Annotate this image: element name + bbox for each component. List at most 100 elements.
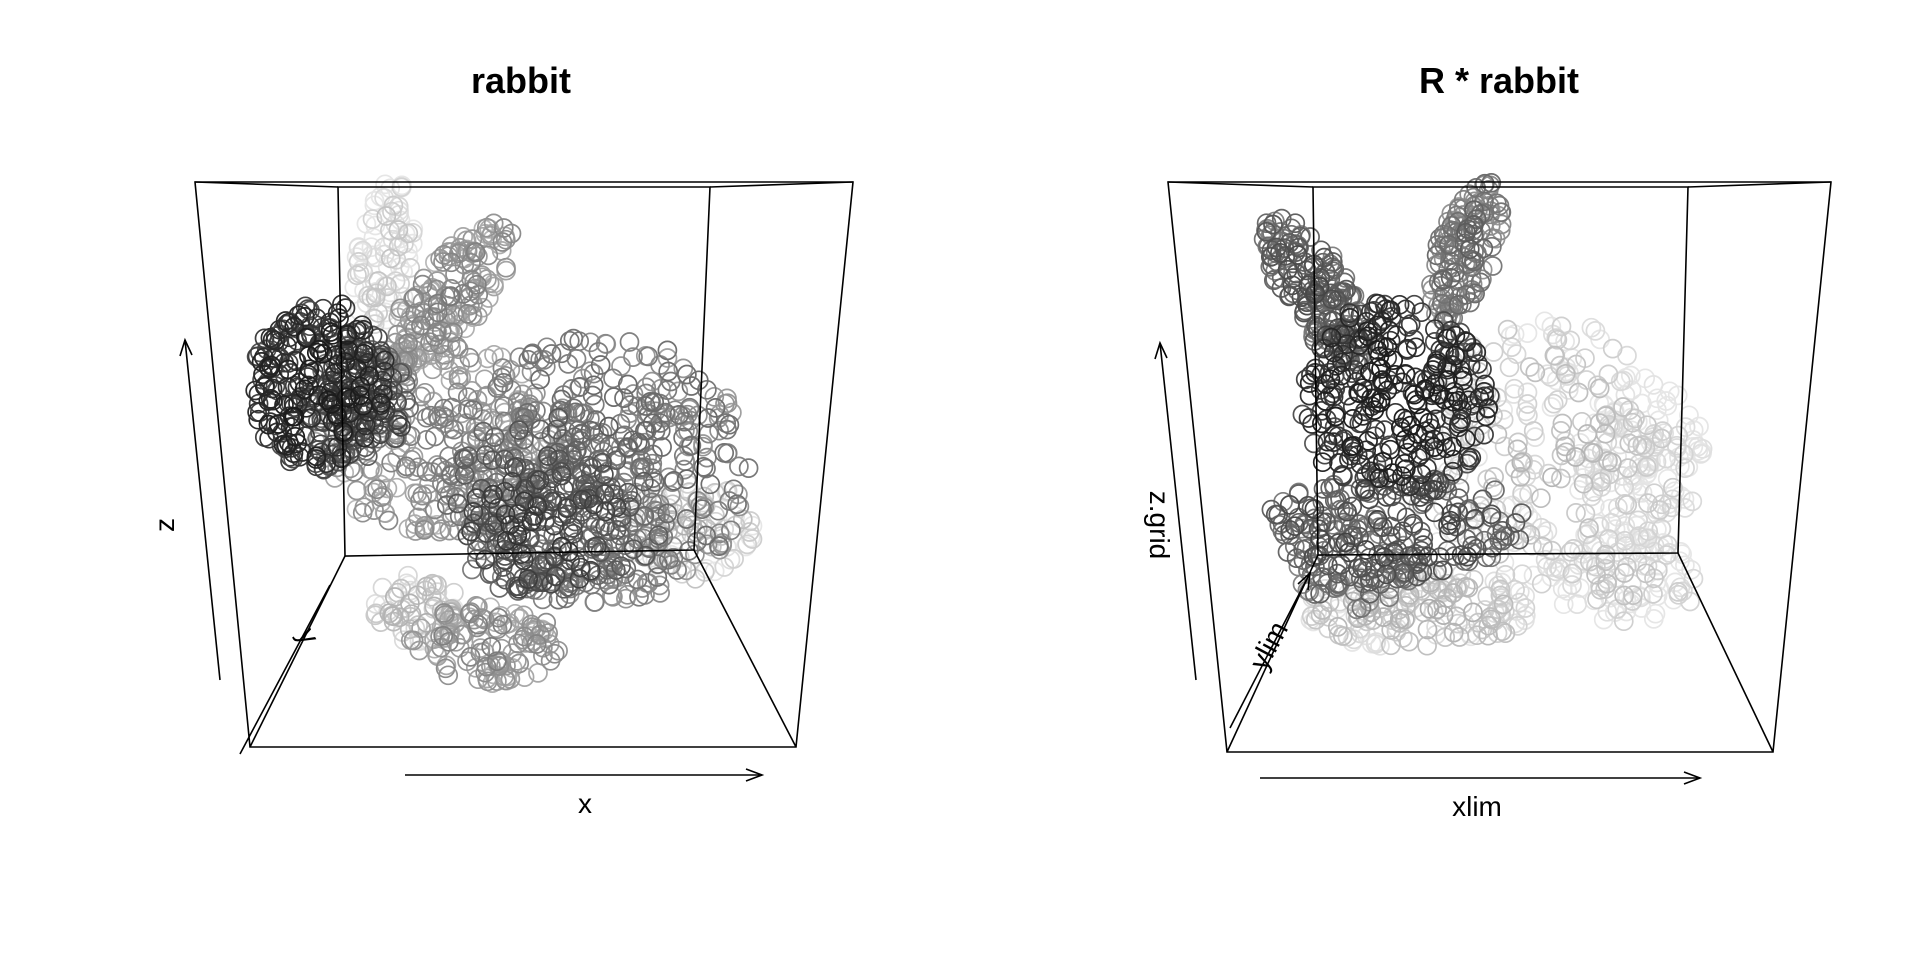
data-point [1417, 619, 1438, 640]
data-point [605, 560, 626, 580]
data-point [1596, 558, 1616, 579]
data-point [1356, 440, 1377, 461]
data-point [1399, 631, 1419, 652]
data-point [372, 370, 393, 391]
data-point [331, 448, 352, 469]
data-point [643, 468, 663, 488]
data-point [294, 379, 315, 400]
data-point [1613, 397, 1633, 417]
data-point [407, 348, 428, 368]
data-point [403, 630, 424, 651]
data-point [623, 384, 644, 404]
data-point [475, 445, 496, 465]
data-point [1285, 516, 1305, 537]
data-point [1427, 235, 1448, 255]
data-point [416, 612, 437, 633]
data-point [526, 634, 547, 654]
data-point [404, 319, 425, 340]
data-point [595, 516, 615, 537]
data-point [1413, 492, 1434, 512]
data-point [1599, 415, 1619, 435]
data-point [1597, 601, 1618, 622]
data-point [348, 252, 369, 272]
data-point [530, 624, 550, 645]
data-point [678, 421, 699, 441]
data-point [705, 398, 726, 418]
points-group [245, 174, 763, 693]
data-point [1560, 330, 1581, 351]
data-point [1551, 445, 1572, 466]
data-point [569, 568, 590, 589]
data-point [1483, 342, 1504, 362]
data-point [544, 546, 565, 567]
data-point [1439, 522, 1459, 543]
data-point [316, 453, 337, 474]
data-point [1372, 442, 1392, 463]
data-point [1445, 325, 1466, 346]
data-point [338, 340, 358, 361]
data-point [1464, 251, 1485, 272]
data-point [1439, 235, 1459, 255]
data-point [1374, 547, 1395, 567]
data-point [1581, 317, 1602, 338]
data-point [603, 387, 624, 407]
data-point [1448, 294, 1469, 315]
data-point [698, 408, 718, 428]
panel-r-rabbit: R * rabbit xlim ylim z.grid [1144, 60, 1832, 822]
data-point [424, 426, 445, 447]
data-point [1277, 259, 1298, 280]
data-point [1463, 602, 1483, 623]
points-group [1253, 173, 1713, 656]
data-point [316, 360, 337, 381]
data-point [1383, 350, 1404, 371]
data-point [1312, 452, 1333, 473]
data-point [1427, 560, 1447, 581]
data-point [1531, 573, 1552, 594]
data-point [402, 233, 423, 254]
data-point [447, 493, 468, 514]
data-point [1321, 327, 1342, 348]
data-point [1358, 326, 1378, 347]
data-point [1365, 634, 1386, 654]
data-point [674, 411, 695, 432]
data-point [599, 521, 620, 542]
data-point [521, 511, 542, 532]
data-point [1649, 500, 1670, 520]
data-point [1487, 424, 1508, 445]
data-point [1482, 236, 1502, 257]
data-point [1353, 573, 1374, 594]
data-point [1287, 245, 1308, 265]
data-point [375, 462, 396, 483]
data-point [558, 354, 579, 374]
data-point [468, 614, 489, 635]
data-point [606, 520, 627, 540]
data-point [1633, 442, 1654, 463]
data-point [481, 637, 502, 657]
data-point [638, 346, 659, 367]
data-point [367, 479, 387, 500]
data-point [1263, 270, 1284, 291]
data-point [729, 456, 749, 477]
data-point [1598, 364, 1619, 385]
data-point [1586, 556, 1606, 577]
data-point [681, 376, 702, 396]
data-point [514, 667, 535, 687]
data-point [1389, 609, 1410, 629]
data-point [697, 518, 717, 539]
data-point [457, 525, 478, 546]
data-point [697, 534, 718, 555]
data-point [586, 410, 606, 430]
data-point [1577, 424, 1598, 444]
data-point [1629, 526, 1649, 546]
data-point [1483, 477, 1503, 498]
data-point [1350, 454, 1371, 475]
data-point [404, 288, 425, 308]
data-point [542, 468, 563, 489]
data-point [548, 589, 569, 610]
data-point [355, 415, 376, 436]
data-point [353, 387, 374, 407]
data-point [1663, 477, 1683, 498]
data-point [1365, 419, 1386, 440]
data-point [1482, 537, 1503, 558]
data-point [673, 358, 694, 379]
